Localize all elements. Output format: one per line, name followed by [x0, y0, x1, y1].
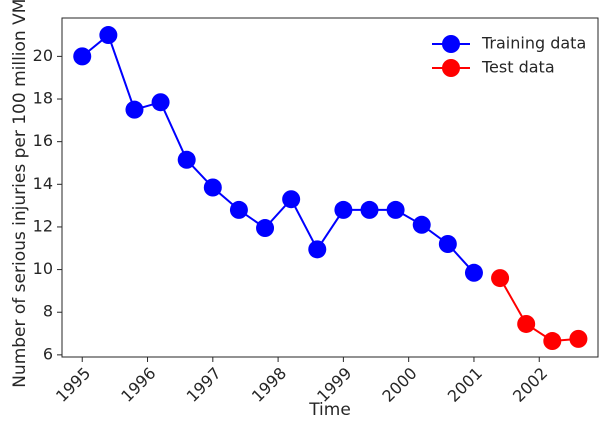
y-tick-label: 6 — [43, 344, 53, 363]
data-point — [73, 47, 92, 66]
data-point — [177, 150, 196, 169]
data-point — [569, 329, 588, 348]
data-point — [125, 100, 144, 119]
x-axis-title: Time — [308, 400, 351, 420]
x-tick-label: 2001 — [444, 364, 486, 406]
series-line — [499, 277, 579, 343]
data-point — [151, 93, 170, 112]
data-point — [543, 332, 562, 351]
y-tick-label: 10 — [33, 259, 53, 278]
data-point — [229, 200, 248, 219]
data-point — [386, 200, 405, 219]
data-point — [412, 215, 431, 234]
y-tick-label: 18 — [33, 89, 53, 108]
data-point — [308, 240, 327, 259]
x-tick-label: 1996 — [117, 364, 159, 406]
data-point — [256, 219, 275, 238]
plot-frame — [61, 17, 599, 358]
legend-marker — [442, 35, 460, 53]
data-point — [517, 314, 536, 333]
x-tick-label: 1998 — [248, 364, 290, 406]
data-point — [464, 263, 483, 282]
y-tick-label: 8 — [43, 302, 53, 321]
legend-label: Test data — [481, 58, 555, 77]
y-tick-label: 12 — [33, 216, 53, 235]
y-axis-title: Number of serious injuries per 100 milli… — [10, 0, 30, 388]
x-tick-label: 2002 — [509, 364, 551, 406]
data-point — [360, 200, 379, 219]
legend-marker — [442, 59, 460, 77]
data-point — [203, 178, 222, 197]
data-point — [282, 190, 301, 209]
data-point — [491, 269, 510, 288]
data-point — [438, 235, 457, 253]
y-tick-label: 14 — [33, 174, 53, 193]
legend-label: Training data — [481, 34, 586, 53]
y-tick-label: 20 — [33, 46, 53, 65]
x-tick-label: 1997 — [183, 364, 225, 406]
data-point — [99, 26, 118, 45]
x-tick-label: 1995 — [52, 364, 94, 406]
data-point — [334, 200, 353, 219]
x-tick-label: 2000 — [378, 364, 420, 406]
series-line — [81, 33, 475, 274]
y-tick-label: 16 — [33, 131, 53, 150]
